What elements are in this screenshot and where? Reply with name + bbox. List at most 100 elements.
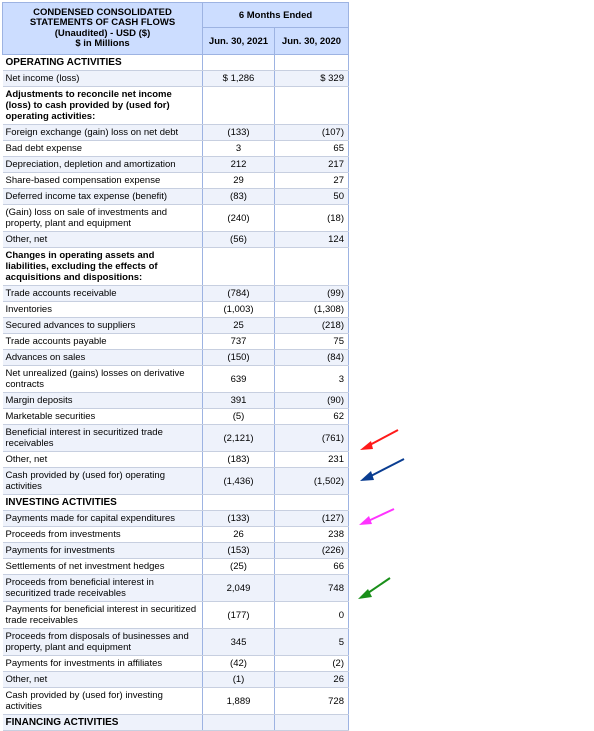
row-label: INVESTING ACTIVITIES [2, 494, 203, 511]
value-2021: (133) [202, 510, 275, 527]
table-row: Inventories (1,003) (1,308) [2, 301, 349, 318]
row-label: Deferred income tax expense (benefit) [2, 188, 203, 205]
table-row: Depreciation, depletion and amortization… [2, 156, 349, 173]
table-row: Settlements of net investment hedges (25)… [2, 558, 349, 575]
value-2020: $ 329 [274, 70, 349, 87]
value-2020: (107) [274, 124, 349, 141]
table-row: Payments for beneficial interest in secu… [2, 601, 349, 629]
value-2021: $ 1,286 [202, 70, 275, 87]
value-2020: (84) [274, 349, 349, 366]
table-row: Adjustments to reconcile net income (los… [2, 86, 349, 125]
table-row: Beneficial interest in securitized trade… [2, 424, 349, 452]
blue-arrow-icon [360, 458, 405, 481]
column-header-2021: Jun. 30, 2021 [202, 27, 275, 55]
table-row: Payments made for capital expenditures (1… [2, 510, 349, 527]
row-label: Beneficial interest in securitized trade… [2, 424, 203, 452]
section-header-row: INVESTING ACTIVITIES [2, 494, 349, 511]
value-2021: (183) [202, 451, 275, 468]
table-row: Payments for investments in affiliates (4… [2, 655, 349, 672]
value-2020: 65 [274, 140, 349, 157]
table-row: Deferred income tax expense (benefit) (83… [2, 188, 349, 205]
value-2020 [274, 247, 349, 286]
table-row: Net income (loss) $ 1,286 $ 329 [2, 70, 349, 87]
value-2020 [274, 54, 349, 71]
value-2020: (127) [274, 510, 349, 527]
cash-flow-statement: CONDENSED CONSOLIDATED STATEMENTS OF CAS… [2, 2, 349, 731]
row-label: Cash provided by (used for) operating ac… [2, 467, 203, 495]
value-2020: 27 [274, 172, 349, 189]
value-2021: 26 [202, 526, 275, 543]
period-header: 6 Months Ended [202, 2, 349, 28]
value-2020: (1,308) [274, 301, 349, 318]
value-2020: 3 [274, 365, 349, 393]
value-2021: 391 [202, 392, 275, 409]
table-row: Marketable securities (5) 62 [2, 408, 349, 425]
value-2021: 737 [202, 333, 275, 350]
value-2021: (2,121) [202, 424, 275, 452]
value-2020: (99) [274, 285, 349, 302]
row-label: OPERATING ACTIVITIES [2, 54, 203, 71]
value-2020: (1,502) [274, 467, 349, 495]
table-row: Bad debt expense 3 65 [2, 140, 349, 157]
value-2021 [202, 714, 275, 731]
value-2021: 345 [202, 628, 275, 656]
table-row: Proceeds from disposals of businesses an… [2, 628, 349, 656]
table-row: (Gain) loss on sale of investments and p… [2, 204, 349, 232]
value-2020: 0 [274, 601, 349, 629]
magenta-arrow-icon [359, 508, 395, 525]
value-2021: 1,889 [202, 687, 275, 715]
row-label: Settlements of net investment hedges [2, 558, 203, 575]
value-2020 [274, 494, 349, 511]
value-2021: (1,003) [202, 301, 275, 318]
red-arrow-icon [360, 429, 399, 450]
table-row: Proceeds from beneficial interest in sec… [2, 574, 349, 602]
value-2021: 212 [202, 156, 275, 173]
table-body: OPERATING ACTIVITIES Net income (loss) $ 1… [2, 54, 349, 731]
row-label: Other, net [2, 231, 203, 248]
table-row: Payments for investments (153) (226) [2, 542, 349, 559]
title-line: CONDENSED CONSOLIDATED [33, 6, 172, 18]
value-2021: (5) [202, 408, 275, 425]
row-label: Inventories [2, 301, 203, 318]
value-2021: (56) [202, 231, 275, 248]
row-label: Secured advances to suppliers [2, 317, 203, 334]
table-row: Margin deposits 391 (90) [2, 392, 349, 409]
value-2021: (150) [202, 349, 275, 366]
row-label: Trade accounts payable [2, 333, 203, 350]
row-label: Cash provided by (used for) investing ac… [2, 687, 203, 715]
value-2021: 2,049 [202, 574, 275, 602]
value-2020: (90) [274, 392, 349, 409]
row-label: Payments for beneficial interest in secu… [2, 601, 203, 629]
value-2021: (240) [202, 204, 275, 232]
row-label: Net income (loss) [2, 70, 203, 87]
row-label: Other, net [2, 671, 203, 688]
table-row: Trade accounts payable 737 75 [2, 333, 349, 350]
table-row: Trade accounts receivable (784) (99) [2, 285, 349, 302]
value-2020: (226) [274, 542, 349, 559]
value-2020: 728 [274, 687, 349, 715]
row-label: Margin deposits [2, 392, 203, 409]
table-row: Cash provided by (used for) operating ac… [2, 467, 349, 495]
table-row: Cash provided by (used for) investing ac… [2, 687, 349, 715]
value-2020: 66 [274, 558, 349, 575]
section-header-row: OPERATING ACTIVITIES [2, 54, 349, 71]
value-2021: (1,436) [202, 467, 275, 495]
section-header-row: FINANCING ACTIVITIES [2, 714, 349, 731]
row-label: Proceeds from investments [2, 526, 203, 543]
value-2021: 29 [202, 172, 275, 189]
value-2020: 217 [274, 156, 349, 173]
row-label: Proceeds from disposals of businesses an… [2, 628, 203, 656]
value-2020: (761) [274, 424, 349, 452]
value-2021: (177) [202, 601, 275, 629]
value-2021: 3 [202, 140, 275, 157]
table-row: Foreign exchange (gain) loss on net debt… [2, 124, 349, 141]
value-2021: 25 [202, 317, 275, 334]
value-2021: (42) [202, 655, 275, 672]
table-row: Changes in operating assets and liabilit… [2, 247, 349, 286]
row-label: Net unrealized (gains) losses on derivat… [2, 365, 203, 393]
value-2021: (83) [202, 188, 275, 205]
row-label: Foreign exchange (gain) loss on net debt [2, 124, 203, 141]
row-label: Payments made for capital expenditures [2, 510, 203, 527]
row-label: Payments for investments in affiliates [2, 655, 203, 672]
title-line: STATEMENTS OF CASH FLOWS [29, 17, 176, 28]
